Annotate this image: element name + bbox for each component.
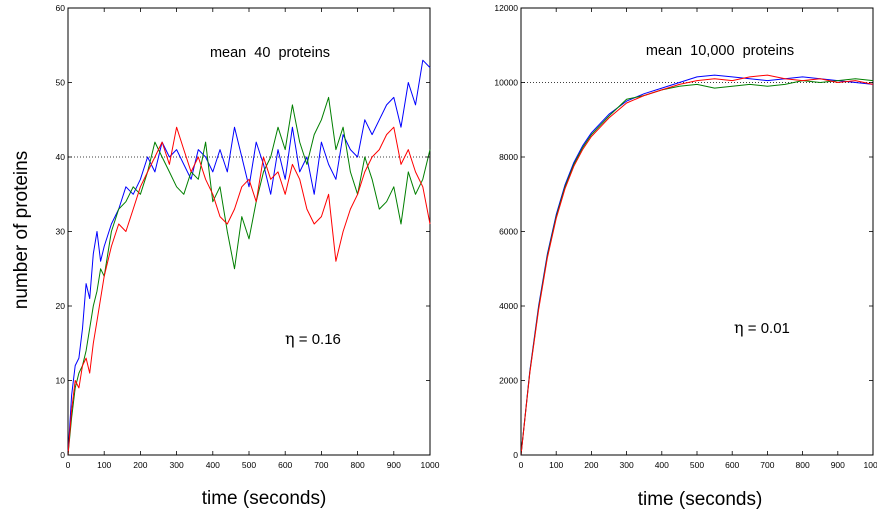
left-x-axis-label: time (seconds) bbox=[202, 488, 327, 509]
right-x-tick-label: 200 bbox=[584, 460, 598, 470]
left-series-layer bbox=[67, 59, 431, 456]
left-x-tick-label: 800 bbox=[351, 460, 365, 470]
left-x-tick-label: 700 bbox=[314, 460, 328, 470]
right-y-ticks: 0 2000 4000 6000 8000 10000 12000 bbox=[494, 3, 873, 460]
left-x-tick-label: 100 bbox=[97, 460, 111, 470]
right-x-ticks: 0 100 200 300 400 500 600 700 800 900 1000 bbox=[519, 8, 877, 470]
right-y-tick-label: 2000 bbox=[499, 376, 518, 386]
right-y-tick-label: 10000 bbox=[494, 78, 518, 88]
right-series-layer bbox=[520, 74, 874, 456]
left-x-ticks: 0 100 200 300 400 500 600 700 800 900 1000 bbox=[66, 8, 440, 470]
left-y-ticks: 0 10 20 30 40 50 60 bbox=[56, 3, 430, 460]
right-eta-annotation: η = 0.01 bbox=[734, 318, 790, 337]
left-series-green-line bbox=[67, 96, 431, 456]
right-x-tick-label: 100 bbox=[549, 460, 563, 470]
left-y-tick-label: 60 bbox=[56, 3, 66, 13]
right-series-red-line bbox=[520, 74, 874, 456]
right-eta-value: = 0.01 bbox=[744, 320, 790, 337]
right-series-blue-line bbox=[520, 74, 874, 456]
left-y-tick-label: 30 bbox=[56, 227, 66, 237]
left-series-blue-line bbox=[67, 59, 431, 456]
right-y-tick-label: 4000 bbox=[499, 301, 518, 311]
left-x-tick-label: 400 bbox=[206, 460, 220, 470]
left-eta-value: = 0.16 bbox=[295, 331, 341, 348]
left-x-tick-label: 0 bbox=[66, 460, 71, 470]
right-x-tick-label: 500 bbox=[690, 460, 704, 470]
right-x-tick-label: 1000 bbox=[864, 460, 877, 470]
right-chart: 0 100 200 300 400 500 600 700 800 900 1000 0 2000 40… bbox=[494, 3, 877, 510]
left-x-tick-label: 200 bbox=[133, 460, 147, 470]
right-x-tick-label: 900 bbox=[831, 460, 845, 470]
left-y-tick-label: 0 bbox=[60, 450, 65, 460]
right-mean-annotation: mean 10,000 proteins bbox=[646, 43, 794, 59]
left-eta-symbol: η bbox=[285, 329, 295, 348]
right-y-tick-label: 0 bbox=[513, 450, 518, 460]
left-x-tick-label: 300 bbox=[170, 460, 184, 470]
left-chart: 0 100 200 300 400 500 600 700 800 900 1000 0 10 20 30… bbox=[56, 3, 440, 509]
right-x-tick-label: 800 bbox=[796, 460, 810, 470]
left-x-tick-label: 600 bbox=[278, 460, 292, 470]
shared-y-axis-label: number of proteins bbox=[11, 151, 32, 309]
right-eta-symbol: η bbox=[734, 318, 744, 337]
right-x-tick-label: 400 bbox=[655, 460, 669, 470]
right-y-tick-label: 6000 bbox=[499, 227, 518, 237]
right-x-tick-label: 600 bbox=[725, 460, 739, 470]
left-y-tick-label: 10 bbox=[56, 376, 66, 386]
left-plot-frame bbox=[67, 7, 431, 456]
left-y-tick-label: 50 bbox=[56, 78, 66, 88]
left-eta-annotation: η = 0.16 bbox=[285, 329, 341, 348]
right-x-tick-label: 300 bbox=[620, 460, 634, 470]
left-y-tick-label: 40 bbox=[56, 152, 66, 162]
right-x-tick-label: 700 bbox=[760, 460, 774, 470]
left-mean-annotation: mean 40 proteins bbox=[210, 45, 330, 61]
right-y-tick-label: 8000 bbox=[499, 152, 518, 162]
left-x-tick-label: 500 bbox=[242, 460, 256, 470]
right-x-tick-label: 0 bbox=[519, 460, 524, 470]
right-y-tick-label: 12000 bbox=[494, 3, 518, 13]
right-plot-frame bbox=[520, 7, 874, 456]
left-y-tick-label: 20 bbox=[56, 301, 66, 311]
right-x-axis-label: time (seconds) bbox=[638, 489, 763, 510]
left-x-tick-label: 900 bbox=[387, 460, 401, 470]
left-x-tick-label: 1000 bbox=[421, 460, 440, 470]
left-series-red-line bbox=[67, 126, 431, 456]
